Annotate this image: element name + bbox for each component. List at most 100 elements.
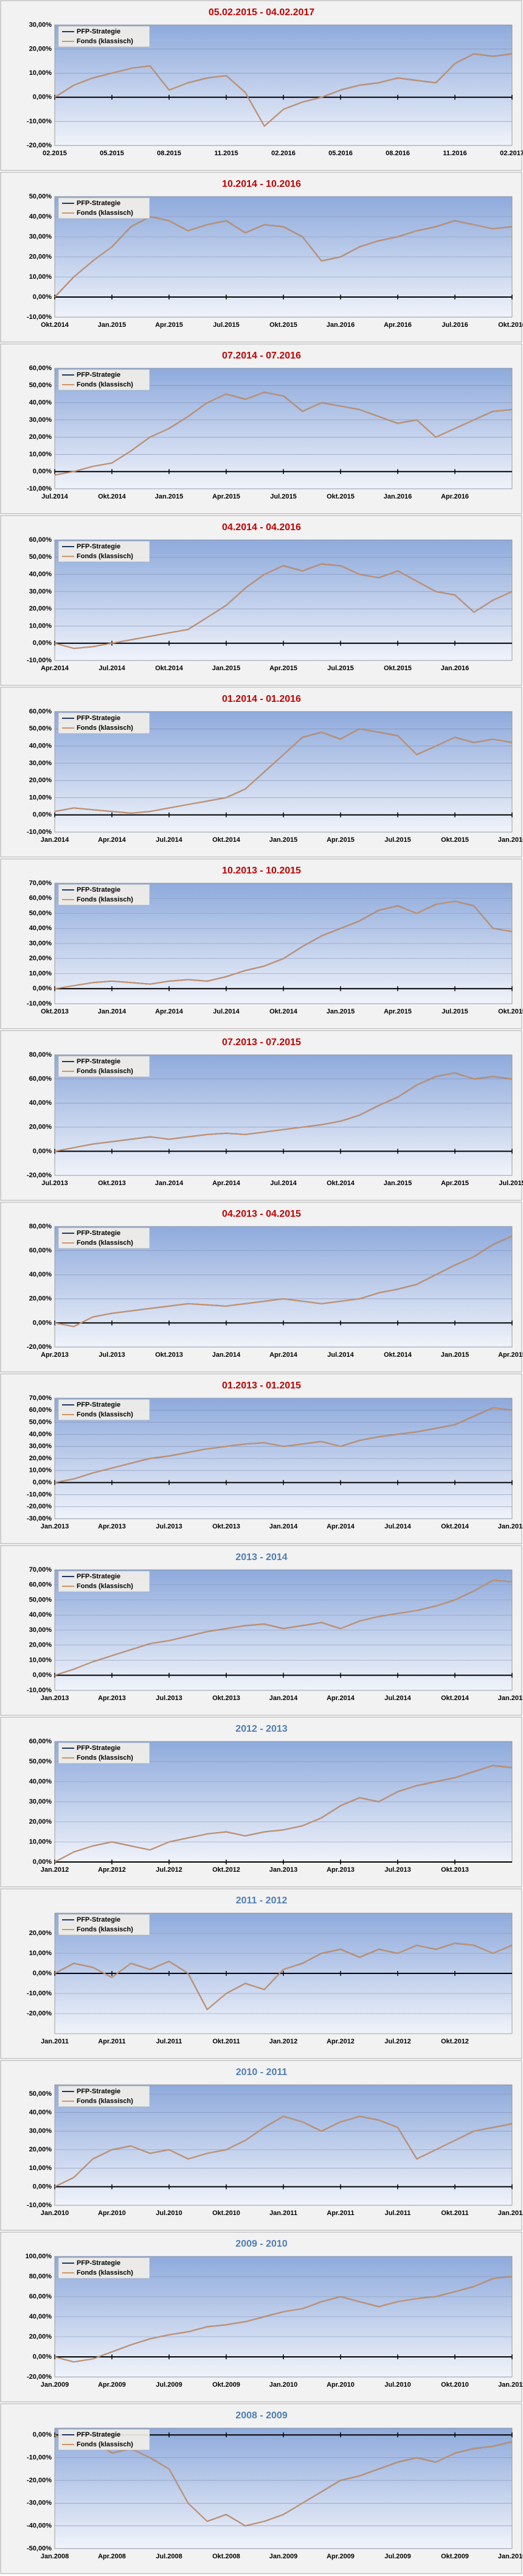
chart-panel: 07.2013 - 07.2015 -20,00% 0,00% 20,00% 40,00… xyxy=(0,1030,523,1201)
y-tick-label: -20,00% xyxy=(27,1503,52,1510)
y-tick-label: 20,00% xyxy=(29,46,52,53)
y-tick-label: 0,00% xyxy=(33,1319,52,1326)
chart-panel: 10.2013 - 10.2015 -10,00% 0,00% 10,00% 20,00… xyxy=(0,858,523,1029)
x-tick-label: Jan.2015 xyxy=(498,1695,523,1702)
chart-panel: 2012 - 2013 0,00% 10,00% 20,00% 30,00% 40,00%… xyxy=(0,1717,522,1888)
x-tick-label: Jul.2011 xyxy=(385,2210,411,2217)
y-tick-label: 10,00% xyxy=(29,69,52,77)
y-tick-label: 20,00% xyxy=(29,605,52,612)
x-tick-label: Apr.2012 xyxy=(98,1866,126,1874)
y-tick-label: 30,00% xyxy=(29,416,52,424)
legend-label: Fonds (klassisch) xyxy=(77,1068,133,1075)
y-tick-label: 40,00% xyxy=(29,1611,52,1619)
chart-panel: 01.2014 - 01.2016 -10,00% 0,00% 10,00% 20,00… xyxy=(0,687,523,858)
y-tick-label: 60,00% xyxy=(29,708,52,715)
y-tick-label: 30,00% xyxy=(29,1626,52,1634)
legend-label: Fonds (klassisch) xyxy=(77,1926,133,1933)
x-tick-label: Jan.2016 xyxy=(327,321,355,329)
y-tick-label: 60,00% xyxy=(29,536,52,544)
y-tick-label: 20,00% xyxy=(29,1124,52,1131)
x-tick-label: Okt.2014 xyxy=(41,321,69,329)
x-tick-label: Jan.2016 xyxy=(498,836,523,844)
y-tick-label: 50,00% xyxy=(29,382,52,389)
chart-panel: 04.2014 - 04.2016 -10,00% 0,00% 10,00% 20,00… xyxy=(0,515,522,686)
y-tick-label: 80,00% xyxy=(29,1223,52,1230)
x-tick-label: Jul.2015 xyxy=(442,1008,468,1015)
chart-title: 2013 - 2014 xyxy=(235,1552,288,1563)
chart-panel: 2013 - 2014 -10,00% 0,00% 10,00% 20,00% 30,00… xyxy=(0,1545,523,1716)
x-tick-label: Jul.2015 xyxy=(327,665,353,672)
y-tick-label: 40,00% xyxy=(29,1778,52,1785)
x-tick-label: Apr.2011 xyxy=(98,2038,125,2045)
x-tick-label: Jul.2010 xyxy=(156,2210,182,2217)
chart-title: 04.2013 - 04.2015 xyxy=(222,1209,301,1219)
y-tick-label: 0,00% xyxy=(33,1479,52,1486)
legend-label: Fonds (klassisch) xyxy=(77,2441,133,2448)
y-tick-label: 50,00% xyxy=(29,193,52,200)
x-tick-label: Apr.2009 xyxy=(98,2381,126,2389)
x-tick-label: Okt.2013 xyxy=(212,1695,240,1702)
y-tick-label: -20,00% xyxy=(27,1343,52,1351)
legend-box xyxy=(58,197,150,219)
chart-title: 05.02.2015 - 04.02.2017 xyxy=(209,7,314,18)
y-tick-label: 10,00% xyxy=(29,2165,52,2172)
y-tick-label: 20,00% xyxy=(29,955,52,962)
series-line xyxy=(54,1765,513,1863)
y-tick-label: -10,00% xyxy=(27,657,52,664)
y-tick-label: 40,00% xyxy=(29,570,52,578)
x-tick-label: Jul.2014 xyxy=(156,836,182,844)
y-tick-label: 50,00% xyxy=(29,2090,52,2098)
chart-panel: 05.02.2015 - 04.02.2017 -20,00% -10,00% 0,0… xyxy=(0,0,523,171)
series-line xyxy=(54,728,513,814)
x-tick-label: Jan.2009 xyxy=(269,2553,297,2560)
legend-box xyxy=(58,884,150,906)
y-tick-label: -10,00% xyxy=(27,117,52,125)
y-tick-label: 60,00% xyxy=(29,365,52,372)
chart-panel: 10.2014 - 10.2016 -10,00% 0,00% 10,00% 20,00… xyxy=(0,172,523,343)
y-tick-label: 10,00% xyxy=(29,1950,52,1957)
y-tick-label: 20,00% xyxy=(29,1642,52,1649)
x-tick-label: Okt.2014 xyxy=(441,1695,469,1702)
x-tick-label: Apr.2015 xyxy=(269,665,297,672)
x-tick-label: Jul.2015 xyxy=(384,836,410,844)
chart-title: 2012 - 2013 xyxy=(235,1724,288,1734)
x-tick-label: Okt.2008 xyxy=(212,2553,240,2560)
series-line xyxy=(54,900,513,990)
y-tick-label: 40,00% xyxy=(29,213,52,220)
chart-title: 2009 - 2010 xyxy=(235,2239,288,2249)
series-line xyxy=(54,1942,513,2011)
x-tick-label: Okt.2014 xyxy=(155,665,184,672)
legend-label: Fonds (klassisch) xyxy=(77,1239,133,1247)
y-tick-label: 0,00% xyxy=(33,2183,52,2190)
x-tick-label: Apr.2015 xyxy=(327,836,355,844)
y-tick-label: -10,00% xyxy=(27,1687,52,1694)
x-tick-label: Apr.2013 xyxy=(41,1351,69,1359)
legend-box xyxy=(58,2429,150,2451)
y-tick-label: 40,00% xyxy=(29,2109,52,2116)
x-tick-label: Jan.2016 xyxy=(384,493,412,500)
legend-label: PFP-Strategie xyxy=(77,371,120,379)
y-tick-label: 50,00% xyxy=(29,1596,52,1603)
series-line xyxy=(54,391,513,476)
legend-label: PFP-Strategie xyxy=(77,200,120,207)
chart-title: 10.2014 - 10.2016 xyxy=(222,179,301,189)
legend-box xyxy=(58,1399,150,1421)
legend-box xyxy=(58,712,150,734)
legend-label: PFP-Strategie xyxy=(77,886,120,894)
y-tick-label: 10,00% xyxy=(29,970,52,977)
legend-label: Fonds (klassisch) xyxy=(77,1754,133,1762)
x-tick-label: Jan.2015 xyxy=(384,1180,412,1187)
y-tick-label: 40,00% xyxy=(29,1271,52,1278)
legend-box xyxy=(58,2085,150,2107)
x-tick-label: Apr.2014 xyxy=(98,836,126,844)
x-tick-label: Apr.2015 xyxy=(384,1008,412,1015)
x-tick-label: Jan.2010 xyxy=(498,2553,523,2560)
series-line xyxy=(54,216,513,298)
x-tick-label: Apr.2016 xyxy=(441,493,469,500)
chart-title: 2010 - 2011 xyxy=(236,2067,288,2077)
x-tick-label: Apr.2013 xyxy=(98,1695,126,1702)
x-tick-label: Okt.2013 xyxy=(441,1866,469,1874)
y-tick-label: 40,00% xyxy=(29,925,52,932)
legend-label: PFP-Strategie xyxy=(77,715,120,722)
x-tick-label: 05.2015 xyxy=(100,150,124,157)
